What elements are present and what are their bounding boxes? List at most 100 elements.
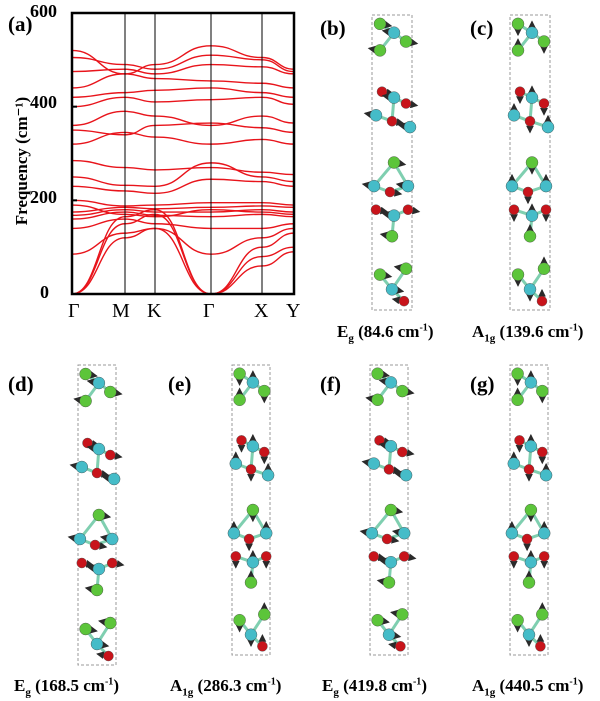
atom [536,384,549,398]
atom [538,527,551,540]
band-line [71,54,295,73]
atom [233,393,246,406]
panel-label-f: (f) [320,372,341,396]
y-tick-label: 0 [40,282,49,302]
atom [507,109,521,122]
mode-caption-b: Eg (84.6 cm-1) [337,322,434,345]
panel-label-c: (c) [470,16,494,40]
atom [508,204,520,215]
atom [385,283,399,296]
mode-caption-g: A1g (440.5 cm-1) [472,676,584,699]
atom [537,446,548,458]
atom [107,472,121,486]
atom [371,614,384,627]
atom [537,35,551,48]
atom [368,551,379,562]
atom [400,98,412,109]
unit-cell-outline [509,14,551,311]
atom [261,469,275,482]
y-tick-label: 400 [30,92,57,112]
mode-caption-d: Eg (168.5 cm-1) [14,676,119,699]
atom [536,295,548,307]
atom [541,120,555,134]
atom [511,44,525,57]
atom [243,533,255,545]
mode-caption-c: A1g (139.6 cm-1) [472,322,584,345]
atom [227,527,241,540]
atom [261,551,272,562]
atom [514,435,525,446]
atom [511,367,524,380]
atom [367,179,381,193]
x-tick-label: X [254,300,269,322]
atom [90,583,104,597]
band-line [71,205,295,213]
band-line [71,204,295,218]
plot-frame [70,11,296,296]
band-line [71,87,295,98]
atom [537,262,551,275]
atom [369,109,383,122]
atom [246,503,260,517]
x-tick-label: Y [286,300,301,322]
panel-label-a: (a) [8,12,33,36]
atom [92,376,106,390]
structure-panel [505,364,553,656]
y-tick-label: 200 [30,187,57,207]
atom [524,503,538,517]
atom [522,628,536,641]
atom [540,204,552,215]
atom [258,384,271,398]
atom [105,449,116,461]
atom [381,533,393,545]
atom [396,384,409,398]
band-line [71,159,295,176]
atom [505,527,519,540]
atom [525,91,539,104]
atom [244,576,258,589]
atom [367,457,380,470]
structure-panel [227,364,275,656]
atom [91,467,103,479]
atom [525,26,539,39]
band-line [71,178,295,195]
atom [396,608,409,621]
atom [401,179,415,193]
atom [244,628,258,641]
band-line [71,96,295,108]
atom [399,551,410,562]
atom [246,440,260,453]
atom [398,295,410,307]
x-tick-label: M [112,300,130,322]
atom [82,437,93,449]
atom [233,614,246,627]
unit-cell-outline [509,364,549,656]
atom [505,179,519,193]
band-line [71,45,295,75]
atom [373,17,387,31]
atom [365,527,379,540]
atom [539,179,553,193]
atom [524,115,536,127]
atom [397,446,408,458]
atom [387,91,401,104]
atom [104,616,117,630]
x-tick-label: K [147,300,162,322]
atom [539,551,550,562]
atom [403,120,417,134]
mode-caption-f: Eg (419.8 cm-1) [322,676,427,699]
atom [371,367,384,380]
atom [511,614,524,627]
atom [387,26,401,39]
atom [383,464,395,475]
atom [511,268,525,281]
atom [384,503,398,517]
atom [104,385,117,399]
atom [92,562,106,576]
atom [92,442,106,456]
atom [257,641,268,652]
atom [387,156,401,169]
atom [386,115,398,127]
atom [103,650,114,662]
atom [79,394,92,408]
